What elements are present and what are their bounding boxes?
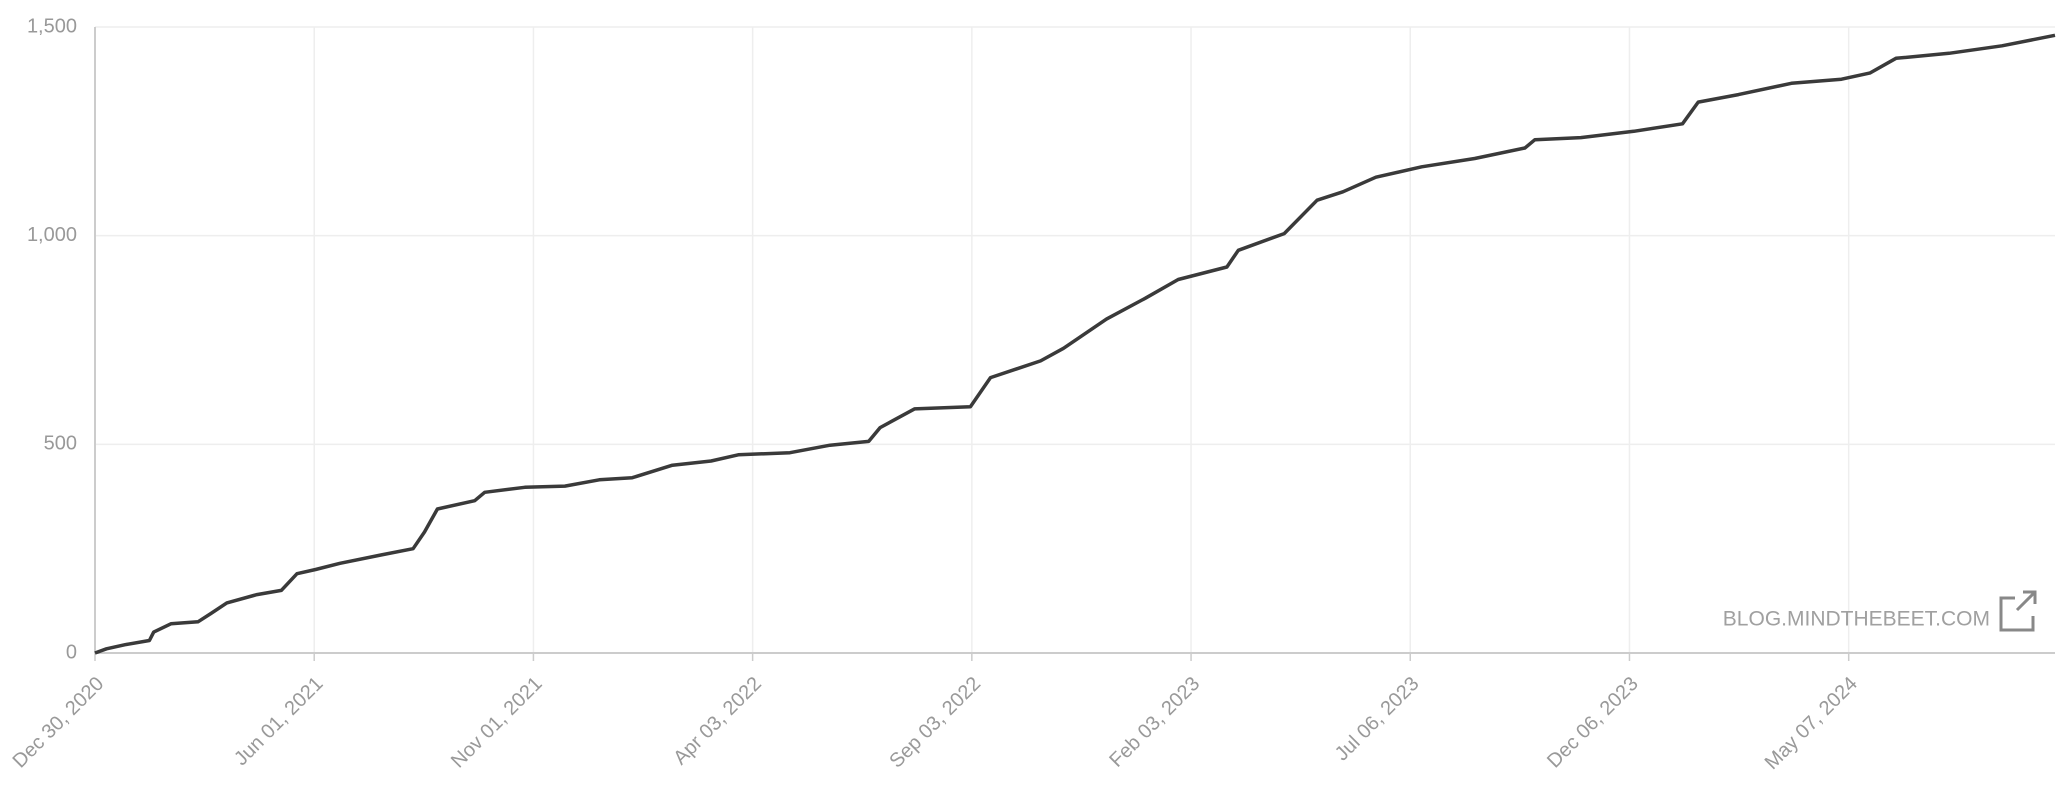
x-tick-label: Sep 03, 2022	[885, 673, 985, 773]
watermark: BLOG.MINDTHEBEET.COM	[1723, 608, 1990, 631]
x-tick-label: Apr 03, 2022	[669, 673, 766, 770]
x-tick-label: Nov 01, 2021	[447, 673, 547, 773]
x-tick-label: Feb 03, 2023	[1105, 673, 1204, 772]
x-tick-label: Dec 06, 2023	[1543, 673, 1643, 773]
axes: 0 500 1,000 1,500 Dec 30, 2020 Jun 01, 2021 No…	[9, 15, 2056, 774]
x-tick-label: Jul 06, 2023	[1331, 673, 1424, 766]
y-tick-label: 0	[66, 641, 77, 663]
line	[94, 33, 2056, 655]
x-tick-label: Dec 30, 2020	[9, 673, 109, 773]
external-link-icon	[1999, 590, 2037, 632]
x-tick-label: Jun 01, 2021	[230, 673, 327, 770]
y-tick-label: 500	[44, 433, 77, 455]
x-tick-label: May 07, 2024	[1761, 673, 1862, 774]
y-tick-label: 1,500	[27, 15, 77, 37]
y-tick-label: 1,000	[27, 224, 77, 246]
